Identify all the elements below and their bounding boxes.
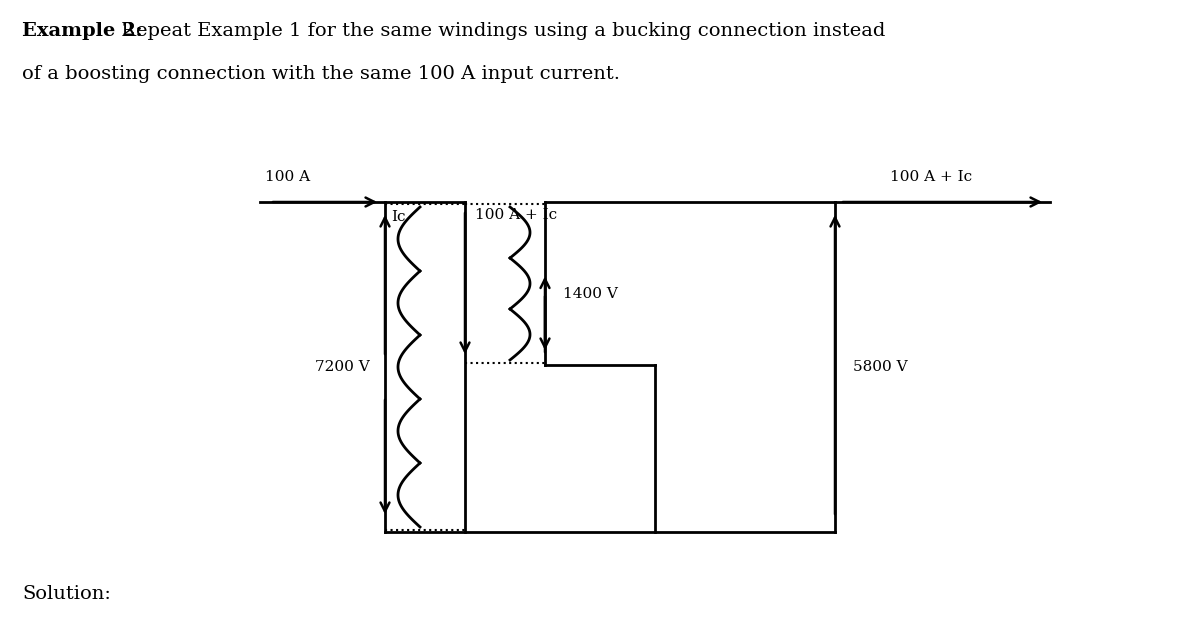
Text: of a boosting connection with the same 100 A input current.: of a boosting connection with the same 1… (22, 65, 620, 83)
Text: Ic: Ic (391, 210, 406, 224)
Text: 7200 V: 7200 V (316, 360, 370, 374)
Text: 100 A + Ic: 100 A + Ic (475, 208, 557, 222)
Text: Example 2:: Example 2: (22, 22, 143, 40)
Text: Solution:: Solution: (22, 585, 110, 603)
Text: Repeat Example 1 for the same windings using a bucking connection instead: Repeat Example 1 for the same windings u… (115, 22, 886, 40)
Text: 5800 V: 5800 V (853, 360, 907, 374)
Text: 100 A + Ic: 100 A + Ic (890, 170, 972, 184)
Text: 1400 V: 1400 V (563, 287, 618, 301)
Text: 100 A: 100 A (265, 170, 310, 184)
